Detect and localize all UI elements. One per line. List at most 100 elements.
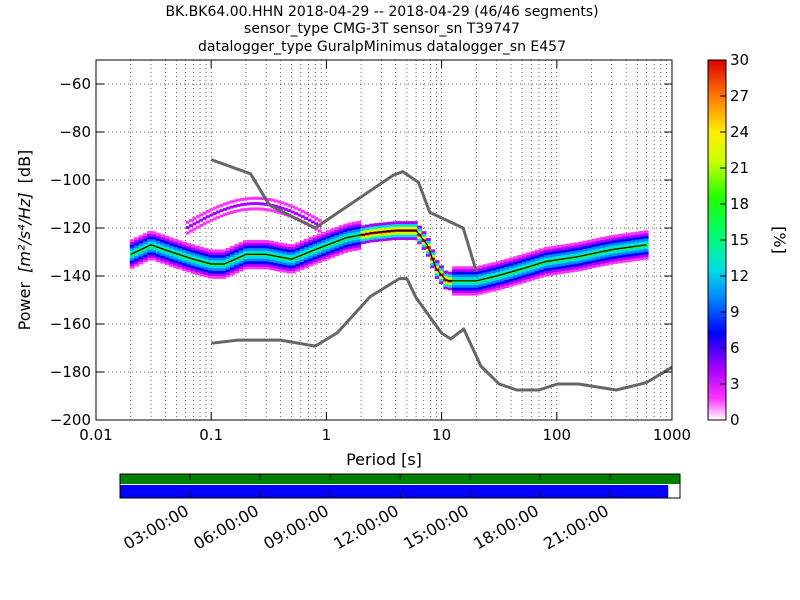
psd-cell	[226, 201, 231, 205]
psd-cell	[608, 245, 614, 249]
psd-cell	[565, 262, 571, 266]
psd-heatmap	[129, 196, 649, 296]
psd-cell	[478, 291, 484, 295]
psd-cell	[308, 263, 314, 267]
psd-cell	[290, 205, 295, 209]
psd-cell	[465, 290, 471, 293]
psd-cell	[425, 237, 431, 241]
psd-cell	[465, 271, 471, 275]
psd-cell	[343, 231, 349, 235]
psd-cell	[138, 237, 144, 241]
psd-cell	[595, 256, 601, 260]
psd-cell	[239, 197, 244, 201]
psd-cell	[270, 198, 275, 202]
psd-cell	[225, 266, 231, 270]
psd-cell	[338, 243, 344, 247]
psd-cell	[182, 252, 187, 256]
psd-cell	[151, 233, 157, 237]
psd-cell	[521, 253, 527, 257]
psd-cell	[347, 246, 353, 250]
mode-curve	[130, 229, 647, 282]
timeline-tick-label: 09:00:00	[260, 501, 332, 553]
psd-cell	[243, 266, 248, 270]
psd-cell	[399, 234, 405, 238]
psd-cell	[229, 261, 235, 265]
psd-cell	[297, 208, 302, 212]
psd-cell	[269, 259, 274, 263]
psd-cell	[412, 223, 418, 227]
psd-cell	[199, 252, 205, 256]
psd-cell	[552, 251, 558, 254]
psd-cell	[452, 290, 457, 293]
psd-cell	[312, 261, 318, 265]
psd-cell	[439, 270, 444, 274]
psd-cell	[208, 249, 214, 253]
psd-cell	[338, 246, 344, 250]
psd-cell	[465, 287, 471, 291]
psd-cell	[225, 250, 231, 254]
psd-cell	[234, 259, 240, 263]
psd-cell	[556, 245, 562, 249]
psd-cell	[635, 236, 640, 240]
psd-cell	[556, 255, 562, 259]
psd-cell	[338, 235, 344, 239]
psd-cell	[208, 257, 214, 261]
psd-cell	[517, 270, 523, 274]
psd-cell	[360, 225, 366, 229]
psd-cell	[517, 276, 523, 280]
psd-cell	[351, 224, 357, 228]
psd-cell	[473, 271, 479, 275]
psd-cell	[263, 208, 268, 212]
psd-cell	[399, 231, 405, 235]
psd-cell	[574, 242, 579, 246]
psd-cell	[325, 246, 331, 250]
psd-cell	[399, 226, 405, 230]
psd-cell	[260, 202, 265, 206]
psd-cell	[225, 247, 231, 251]
psd-cell	[626, 259, 632, 263]
psd-cell	[495, 269, 501, 272]
psd-cell	[343, 244, 349, 248]
psd-cell	[526, 276, 531, 280]
psd-cell	[243, 202, 248, 206]
psd-cell	[308, 258, 314, 262]
psd-cell	[299, 264, 305, 268]
psd-cell	[473, 284, 479, 288]
psd-cell	[617, 257, 623, 261]
psd-cell	[452, 266, 457, 270]
psd-cell	[256, 207, 261, 211]
psd-cell	[630, 237, 636, 241]
psd-cell	[578, 252, 584, 256]
psd-cell	[513, 277, 518, 281]
psd-cell	[308, 252, 314, 256]
psd-cell	[595, 240, 601, 244]
psd-cell	[303, 262, 309, 266]
psd-cell	[282, 248, 288, 252]
noise-model-high	[210, 158, 478, 272]
psd-cell	[160, 260, 166, 264]
x-tick-label: 100	[542, 426, 571, 444]
psd-cell	[530, 256, 536, 260]
psd-cell	[513, 256, 518, 260]
psd-cell	[643, 240, 649, 244]
psd-cell	[574, 258, 579, 262]
psd-cell	[155, 238, 161, 242]
psd-cell	[469, 268, 475, 272]
psd-cell	[343, 239, 349, 243]
psd-cell	[417, 228, 423, 232]
psd-cell	[203, 266, 209, 270]
psd-cell	[270, 209, 275, 213]
colorbar-ticks: 0 3 6 9 12 15 18 21 24 27 30	[720, 51, 749, 429]
psd-cell	[621, 259, 627, 263]
psd-cell	[639, 230, 645, 234]
psd-cell	[565, 243, 571, 247]
psd-cell	[630, 248, 636, 251]
psd-cell	[221, 275, 227, 279]
psd-cell	[504, 269, 510, 273]
psd-cell	[164, 254, 170, 258]
psd-cell	[321, 237, 327, 241]
psd-cell	[168, 242, 174, 246]
psd-cell	[508, 265, 514, 269]
colorbar-tick-label: 12	[730, 267, 749, 285]
psd-cell	[399, 223, 405, 227]
